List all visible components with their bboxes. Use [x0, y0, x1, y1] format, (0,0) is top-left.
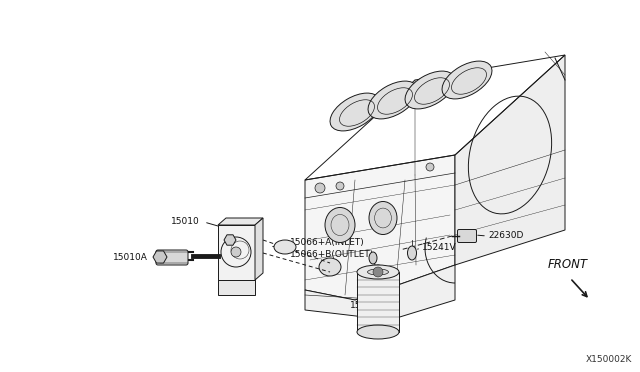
Ellipse shape: [442, 61, 492, 99]
Text: FRONT: FRONT: [548, 257, 588, 270]
Ellipse shape: [357, 265, 399, 279]
Polygon shape: [305, 155, 455, 300]
Polygon shape: [218, 225, 255, 280]
Text: X150002K: X150002K: [586, 355, 632, 364]
Polygon shape: [357, 272, 399, 332]
Polygon shape: [218, 218, 263, 225]
FancyBboxPatch shape: [458, 230, 477, 243]
Polygon shape: [305, 265, 455, 320]
Text: 15010A: 15010A: [113, 253, 148, 263]
Text: 15066+A(INLET): 15066+A(INLET): [290, 237, 365, 247]
Ellipse shape: [370, 265, 386, 285]
Polygon shape: [218, 280, 255, 295]
Ellipse shape: [369, 202, 397, 234]
Ellipse shape: [330, 93, 380, 131]
Polygon shape: [455, 55, 565, 265]
FancyBboxPatch shape: [156, 250, 188, 265]
Polygon shape: [255, 218, 263, 280]
Ellipse shape: [319, 258, 341, 276]
Ellipse shape: [368, 81, 418, 119]
Polygon shape: [153, 251, 167, 263]
Ellipse shape: [405, 71, 455, 109]
Text: 15241V: 15241V: [422, 244, 456, 253]
Circle shape: [336, 182, 344, 190]
Text: 15208: 15208: [350, 301, 379, 310]
Text: 15010: 15010: [172, 218, 200, 227]
Text: 15066+B(OUTLET): 15066+B(OUTLET): [290, 250, 374, 260]
Circle shape: [231, 247, 241, 257]
Ellipse shape: [408, 246, 417, 260]
Circle shape: [426, 163, 434, 171]
Circle shape: [373, 267, 383, 277]
Ellipse shape: [325, 208, 355, 243]
Circle shape: [315, 183, 325, 193]
Ellipse shape: [369, 252, 377, 264]
Ellipse shape: [367, 269, 388, 275]
Text: 22630D: 22630D: [488, 231, 524, 241]
Ellipse shape: [274, 240, 296, 254]
Polygon shape: [224, 235, 236, 245]
Ellipse shape: [357, 325, 399, 339]
